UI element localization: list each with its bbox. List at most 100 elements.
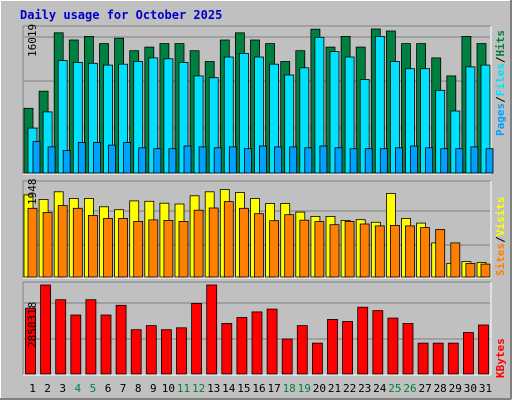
sites-bar-day-5 [88, 214, 98, 278]
x-tick-day-5: 5 [90, 382, 97, 395]
x-tick-day-28: 28 [434, 382, 447, 395]
x-tick-day-22: 22 [343, 382, 356, 395]
legend-pages: Pages [494, 103, 507, 136]
pages-bar-day-28 [440, 148, 449, 174]
x-tick-day-13: 13 [207, 382, 220, 395]
sites-bar-day-11 [178, 220, 189, 278]
x-tick-day-16: 16 [252, 382, 265, 395]
sites-bar-day-30 [465, 262, 476, 278]
legend-kbytes: KBytes [494, 338, 507, 378]
files-bar-day-5 [88, 62, 98, 174]
kbytes-bar-day-3 [55, 299, 67, 375]
pages-bar-day-2 [47, 146, 56, 174]
sites-bar-day-25 [389, 224, 400, 278]
kbytes-bar-day-18 [281, 338, 293, 375]
x-tick-day-7: 7 [120, 382, 127, 395]
pages-bar-day-30 [470, 146, 479, 174]
pages-bar-day-6 [108, 144, 116, 174]
pages-bar-day-24 [379, 148, 388, 174]
kbytes-bar-day-4 [70, 314, 82, 375]
files-bar-day-14 [223, 56, 234, 174]
pages-bar-day-8 [138, 147, 147, 174]
x-tick-day-29: 29 [449, 382, 462, 395]
files-bar-day-12 [193, 75, 204, 174]
x-tick-day-17: 17 [267, 382, 280, 395]
files-bar-day-25 [389, 61, 400, 174]
files-bar-day-4 [72, 62, 83, 174]
files-bar-day-31 [480, 64, 491, 174]
sites-bar-day-17 [269, 220, 280, 278]
sites-bar-day-16 [254, 213, 264, 278]
kbytes-bar-day-27 [417, 342, 429, 375]
pages-bar-day-17 [274, 146, 283, 174]
sites-bar-day-9 [148, 219, 159, 278]
kbytes-scale-max-label: 2850318 [26, 302, 39, 348]
sites-bar-day-15 [238, 207, 249, 278]
pages-bar-day-5 [93, 141, 101, 174]
pages-bar-day-7 [123, 141, 131, 174]
kbytes-bar-day-2 [40, 284, 51, 375]
pages-bar-day-15 [243, 148, 252, 174]
files-bar-day-3 [57, 60, 68, 174]
files-bar-day-11 [178, 62, 189, 174]
sites-bar-day-24 [374, 225, 385, 278]
kbytes-bar-day-16 [251, 311, 263, 375]
kbytes-bar-day-14 [221, 322, 233, 375]
chart-title: Daily usage for October 2025 [20, 8, 222, 22]
sites-bar-day-6 [103, 218, 113, 278]
hits-scale-max-label: 16019 [26, 24, 39, 57]
panel-kbytes [22, 281, 492, 376]
pages-bar-day-31 [485, 148, 494, 174]
x-tick-day-6: 6 [105, 382, 112, 395]
pages-bar-day-1 [32, 141, 41, 174]
kbytes-bar-day-5 [85, 299, 97, 375]
x-tick-day-21: 21 [328, 382, 341, 395]
sites-bar-day-12 [193, 209, 204, 278]
x-tick-day-15: 15 [237, 382, 250, 395]
visits-scale-max-label: 1948 [26, 179, 39, 206]
kbytes-bar-day-1 [25, 307, 36, 375]
files-bar-day-26 [405, 68, 415, 174]
pages-bar-day-14 [228, 146, 237, 174]
kbytes-bar-day-8 [130, 329, 142, 375]
x-tick-day-14: 14 [222, 382, 236, 395]
kbytes-bar-day-11 [176, 327, 187, 375]
sites-bar-day-4 [72, 207, 83, 278]
panel-hits-files-pages [22, 25, 494, 175]
files-bar-day-21 [329, 51, 340, 174]
pages-bar-day-4 [77, 141, 86, 174]
pages-bar-day-23 [364, 148, 373, 174]
files-bar-day-7 [118, 63, 128, 174]
sites-bar-day-13 [208, 207, 219, 278]
pages-bar-day-9 [153, 148, 162, 174]
legend-sep-2: / [494, 56, 507, 63]
files-bar-day-17 [269, 63, 280, 174]
files-bar-day-13 [208, 77, 219, 174]
x-tick-day-4: 4 [74, 382, 81, 395]
files-bar-day-15 [238, 53, 249, 174]
x-tick-day-26: 26 [403, 382, 416, 395]
sites-bar-day-26 [405, 225, 415, 278]
pages-bar-day-13 [213, 147, 222, 174]
files-bar-day-29 [450, 110, 461, 174]
pages-bar-day-25 [394, 147, 403, 174]
x-tick-day-8: 8 [135, 382, 142, 395]
x-tick-day-1: 1 [29, 382, 36, 395]
x-tick-day-3: 3 [59, 382, 66, 395]
sites-bar-day-21 [329, 224, 340, 278]
legend-sites: Sites [494, 243, 507, 276]
files-bar-day-16 [254, 56, 264, 174]
kbytes-bar-day-22 [342, 321, 354, 375]
x-tick-day-19: 19 [298, 382, 311, 395]
files-bar-day-23 [359, 79, 370, 174]
sites-bar-day-19 [299, 219, 310, 278]
legend-visits: Visits [494, 197, 507, 237]
kbytes-bar-day-12 [191, 302, 203, 375]
sites-bar-day-23 [359, 223, 370, 278]
x-tick-day-11: 11 [177, 382, 190, 395]
x-tick-day-25: 25 [388, 382, 401, 395]
legend-files: Files [494, 63, 507, 96]
sites-bar-day-2 [42, 212, 53, 278]
sites-bar-day-18 [284, 214, 295, 278]
pages-bar-day-22 [349, 148, 358, 174]
